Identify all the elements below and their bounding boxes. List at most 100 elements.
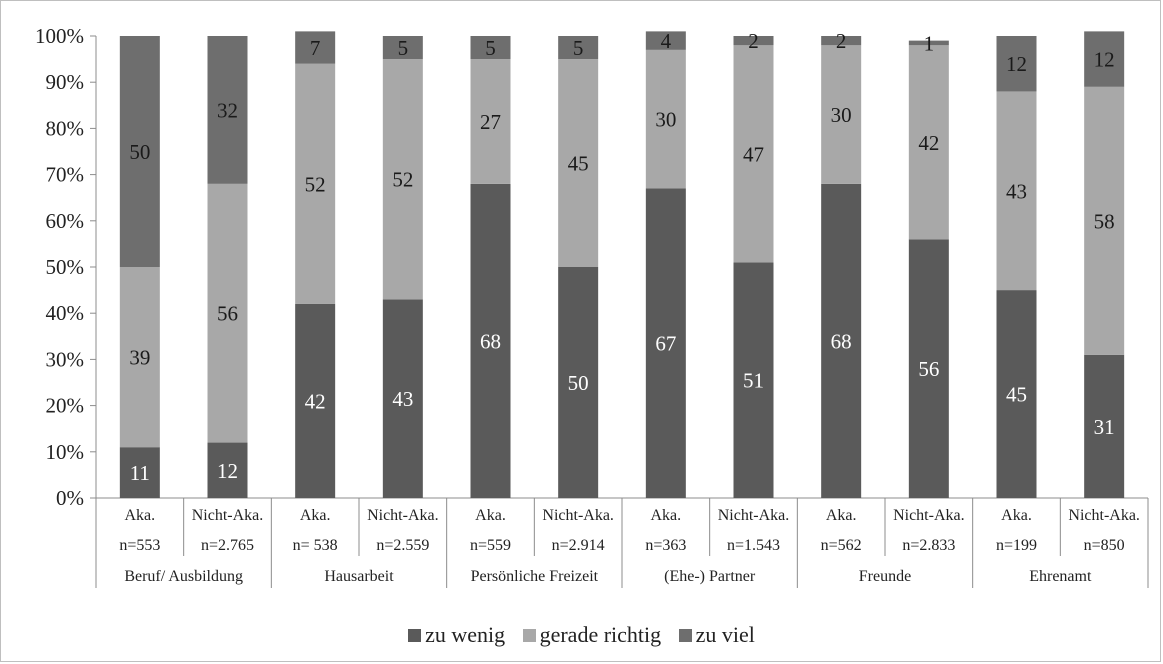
data-label: 4: [661, 29, 672, 53]
x-tick-label: Nicht-Aka.: [542, 507, 614, 524]
group-label: Persönliche Freizeit: [471, 568, 599, 585]
x-tick-label: Nicht-Aka.: [192, 507, 264, 524]
data-label: 52: [305, 172, 326, 196]
bar-segment: [645, 31, 686, 50]
bar-segment: [821, 45, 862, 184]
bar-segment: [996, 91, 1037, 291]
x-tick-label-n: n=2.765: [201, 537, 254, 554]
x-tick-label: Aka.: [1001, 507, 1032, 524]
bar-segment: [1084, 86, 1125, 355]
data-label: 30: [655, 108, 676, 132]
bar-segment: [821, 36, 862, 46]
bar-segment: [1084, 354, 1125, 498]
x-tick-label: Aka.: [826, 507, 857, 524]
x-tick-label: Nicht-Aka.: [893, 507, 965, 524]
data-label: 45: [1006, 383, 1027, 407]
y-tick-label: 80%: [46, 116, 85, 140]
legend-label: gerade richtig: [539, 622, 662, 647]
x-tick-label: Aka.: [300, 507, 331, 524]
bar-segment: [908, 45, 949, 240]
legend-swatch-zu-viel: [678, 629, 692, 642]
bar-segment: [996, 36, 1037, 92]
bar-segment: [821, 183, 862, 498]
bar-segment: [382, 59, 423, 300]
x-tick-label: Aka.: [125, 507, 156, 524]
legend-swatch-zu-wenig: [408, 629, 422, 642]
bar-segment: [733, 36, 774, 46]
y-tick-label: 40%: [46, 301, 85, 325]
legend-label: zu viel: [695, 622, 755, 647]
bar-segment: [645, 49, 686, 189]
data-label: 7: [310, 36, 321, 60]
bar-segment: [295, 31, 336, 64]
bar-segment: [558, 59, 599, 267]
bar-segment: [295, 303, 336, 498]
data-label: 2: [748, 29, 759, 53]
stacked-bar-chart: 0% 10% 20% 30% 40% 50% 60% 70% 80% 90% 100% 11 39 50 1…: [35, 24, 1149, 588]
bar-segment: [382, 299, 423, 498]
data-label: 12: [1094, 48, 1115, 72]
group-label: Freunde: [859, 568, 911, 585]
data-label: 43: [392, 387, 413, 411]
x-tick-label-n: n=1.543: [727, 537, 780, 554]
bar-segment: [470, 36, 511, 60]
data-label: 47: [743, 142, 764, 166]
bar-segment: [996, 290, 1037, 498]
data-label: 42: [305, 389, 326, 413]
bar-segment: [295, 63, 336, 304]
data-label: 30: [831, 103, 852, 127]
data-label: 1: [924, 31, 935, 55]
data-label: 58: [1094, 209, 1115, 233]
x-tick-label-n: n=562: [821, 537, 862, 554]
data-label: 2: [836, 29, 847, 53]
y-tick-label: 20%: [46, 394, 85, 418]
group-label: Hausarbeit: [324, 568, 394, 585]
x-tick-label-n: n=553: [119, 537, 160, 554]
data-label: 67: [655, 332, 676, 356]
bar-segment: [645, 188, 686, 498]
data-label: 12: [217, 459, 238, 483]
x-tick-label-n: n=2.833: [902, 537, 955, 554]
bar-segment: [119, 36, 160, 267]
data-label: 56: [217, 302, 238, 326]
data-label: 31: [1094, 415, 1115, 439]
bar-segment: [908, 239, 949, 498]
y-tick-label: 100%: [35, 24, 84, 48]
bar-segment: [470, 59, 511, 184]
x-tick-label-n: n=2.559: [376, 537, 429, 554]
group-label: (Ehe-) Partner: [664, 568, 756, 585]
bar-segment: [119, 267, 160, 448]
y-tick-label: 30%: [46, 347, 85, 371]
bar-segment: [733, 45, 774, 263]
x-tick-label: Nicht-Aka.: [1068, 507, 1140, 524]
data-label: 27: [480, 110, 501, 134]
bar-segment: [470, 183, 511, 498]
legend-item-zu-wenig: zu wenig: [408, 622, 505, 648]
data-label: 5: [485, 36, 496, 60]
data-label: 56: [918, 357, 939, 381]
y-tick-label: 0%: [56, 486, 84, 510]
legend: zu wenig gerade richtig zu viel: [0, 622, 1163, 648]
legend-item-gerade-richtig: gerade richtig: [522, 622, 662, 648]
data-label: 42: [918, 131, 939, 155]
data-label: 50: [568, 371, 589, 395]
data-label: 5: [573, 36, 584, 60]
x-tick-label-n: n=2.914: [552, 537, 605, 554]
x-tick-label-n: n=559: [470, 537, 511, 554]
data-label: 39: [129, 346, 150, 370]
x-tick-label-n: n=850: [1084, 537, 1125, 554]
data-label: 68: [831, 329, 852, 353]
x-tick-label: Aka.: [475, 507, 506, 524]
group-label: Ehrenamt: [1029, 568, 1092, 585]
bar-segment: [558, 36, 599, 60]
y-tick-label: 10%: [46, 440, 85, 464]
x-tick-label-n: n=363: [645, 537, 686, 554]
x-tick-label: Nicht-Aka.: [718, 507, 790, 524]
bar-segment: [558, 267, 599, 498]
bar-segment: [908, 40, 949, 46]
data-label: 43: [1006, 179, 1027, 203]
y-tick-label: 50%: [46, 255, 85, 279]
data-label: 12: [1006, 52, 1027, 76]
legend-swatch-gerade-richtig: [522, 629, 536, 642]
